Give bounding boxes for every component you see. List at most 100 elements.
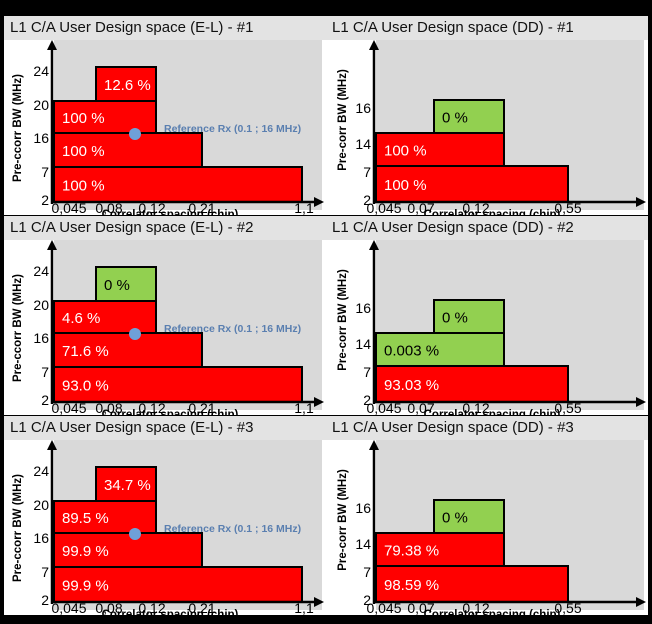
- region-label: 0 %: [104, 277, 130, 294]
- region-bar: 12.6 %: [95, 66, 157, 102]
- panel-5: L1 C/A User Design space (E-L) - #3 99.9 …: [4, 416, 326, 615]
- region-bar: 99.9 %: [53, 532, 203, 568]
- region-label: 89.5 %: [62, 510, 109, 527]
- region-label: 34.7 %: [104, 477, 151, 494]
- design-space-plot: 100 % 100 % 0 % 2 7 14 16 0,045 0,07 0,12 0,55Corr…: [337, 40, 646, 215]
- region-label: 99.9 %: [62, 578, 109, 595]
- y-tick-label: 2: [41, 392, 49, 408]
- y-tick-label: 16: [355, 300, 371, 316]
- x-tick-label: 0,12: [462, 600, 489, 615]
- region-bar: 0 %: [95, 266, 157, 302]
- region-label: 93.0 %: [62, 378, 109, 395]
- region-bar: 0 %: [433, 499, 505, 534]
- region-label: 99.9 %: [62, 543, 109, 560]
- x-tick-label: 0,08: [95, 400, 122, 415]
- y-tick-label: 14: [355, 336, 371, 352]
- reference-point: [129, 328, 141, 340]
- y-tick-label: 2: [41, 592, 49, 608]
- y-axis-label: Pre-corr BW (MHz): [337, 69, 349, 171]
- region-bar: 34.7 %: [95, 466, 157, 502]
- panel-1: L1 C/A User Design space (E-L) - #1 100 %…: [4, 16, 326, 215]
- y-tick-label: 24: [33, 63, 49, 79]
- y-tick-label: 7: [41, 364, 49, 380]
- region-bar: 100 %: [53, 100, 157, 134]
- y-tick-label: 16: [355, 500, 371, 516]
- region-bar: 0.003 %: [375, 332, 505, 367]
- x-tick-label: 0,55: [554, 600, 581, 615]
- x-tick-label: 0,08: [95, 600, 122, 615]
- y-tick-label: 2: [363, 392, 371, 408]
- panel-3: L1 C/A User Design space (E-L) - #2 93.0 …: [4, 216, 326, 415]
- y-tick-label: 24: [33, 263, 49, 279]
- region-label: 100 %: [62, 143, 105, 160]
- design-space-plot: 99.9 % 99.9 % 89.5 % 34.7 % 2 7 16 20 24 0,045 0,0…: [12, 440, 324, 615]
- panel-title: L1 C/A User Design space (E-L) - #3: [4, 416, 326, 440]
- x-axis-label: Correlator spacing (chip): [424, 609, 561, 615]
- y-tick-label: 20: [33, 497, 49, 513]
- x-tick-label: 0,12: [138, 400, 165, 415]
- region-bar: 100 %: [375, 165, 569, 203]
- y-tick-label: 16: [33, 130, 49, 146]
- panel-title: L1 C/A User Design space (E-L) - #1: [4, 16, 326, 40]
- region-label: 100 %: [62, 178, 105, 195]
- x-tick-label: 0,045: [51, 600, 86, 615]
- region-bar: 79.38 %: [375, 532, 505, 567]
- x-tick-label: 0,07: [407, 600, 434, 615]
- x-tick-label: 0,12: [138, 200, 165, 215]
- x-axis-label: Correlator spacing (chip): [102, 409, 239, 415]
- region-label: 4.6 %: [62, 310, 100, 327]
- x-tick-label: 0,21: [188, 200, 215, 215]
- reference-label: Reference Rx (0.1 ; 16 MHz): [164, 523, 301, 535]
- region-label: 0.003 %: [384, 343, 439, 360]
- x-tick-label: 0,045: [366, 400, 401, 415]
- y-tick-label: 2: [363, 592, 371, 608]
- x-axis-label: Correlator spacing (chip): [102, 609, 239, 615]
- region-bar: 4.6 %: [53, 300, 157, 334]
- y-tick-label: 2: [41, 192, 49, 208]
- y-tick-label: 24: [33, 463, 49, 479]
- y-tick-label: 20: [33, 297, 49, 313]
- x-tick-label: 1,1: [294, 400, 314, 415]
- panel-title: L1 C/A User Design space (DD) - #1: [326, 16, 648, 40]
- y-axis-label: Pre-ccorr BW (MHz): [12, 274, 24, 382]
- region-label: 0 %: [442, 110, 468, 127]
- x-tick-label: 0,07: [407, 400, 434, 415]
- y-tick-label: 7: [41, 164, 49, 180]
- region-label: 12.6 %: [104, 77, 151, 94]
- x-tick-label: 0,045: [366, 600, 401, 615]
- reference-label: Reference Rx (0.1 ; 16 MHz): [164, 123, 301, 135]
- region-label: 98.59 %: [384, 577, 439, 594]
- x-tick-label: 0,21: [188, 400, 215, 415]
- region-bar: 0 %: [433, 99, 505, 134]
- panel-2: L1 C/A User Design space (DD) - #1 100 % 1…: [326, 16, 648, 215]
- y-axis-label: Pre-ccorr BW (MHz): [12, 474, 24, 582]
- reference-point: [129, 128, 141, 140]
- x-tick-label: 0,21: [188, 600, 215, 615]
- y-tick-label: 7: [363, 564, 371, 580]
- region-label: 71.6 %: [62, 343, 109, 360]
- reference-point: [129, 528, 141, 540]
- panel-title: L1 C/A User Design space (DD) - #3: [326, 416, 648, 440]
- region-bar: 93.0 %: [53, 366, 303, 403]
- x-tick-label: 0,55: [554, 200, 581, 215]
- y-tick-label: 16: [355, 100, 371, 116]
- region-label: 100 %: [62, 110, 105, 127]
- panel-6: L1 C/A User Design space (DD) - #3 98.59 …: [326, 416, 648, 615]
- x-tick-label: 0,045: [51, 400, 86, 415]
- design-space-plot: 93.03 % 0.003 %0 % 2 7 14 16 0,045 0,07 0,12 0,55…: [337, 240, 646, 415]
- y-tick-label: 16: [33, 330, 49, 346]
- region-label: 79.38 %: [384, 543, 439, 560]
- panel-title: L1 C/A User Design space (E-L) - #2: [4, 216, 326, 240]
- y-tick-label: 7: [41, 564, 49, 580]
- y-axis-label: Pre-corr BW (MHz): [337, 269, 349, 371]
- region-label: 0 %: [442, 510, 468, 527]
- x-tick-label: 0,045: [51, 200, 86, 215]
- region-bar: 100 %: [375, 132, 505, 167]
- region-bar: 100 %: [53, 132, 203, 168]
- region-bar: 100 %: [53, 166, 303, 203]
- x-tick-label: 0,07: [407, 200, 434, 215]
- design-space-plot: 93.0 % 71.6 % 4.6 %0 % 2 7 16 20 24 0,045 0,08 0,1…: [12, 240, 324, 415]
- y-tick-label: 16: [33, 530, 49, 546]
- x-tick-label: 0,045: [366, 200, 401, 215]
